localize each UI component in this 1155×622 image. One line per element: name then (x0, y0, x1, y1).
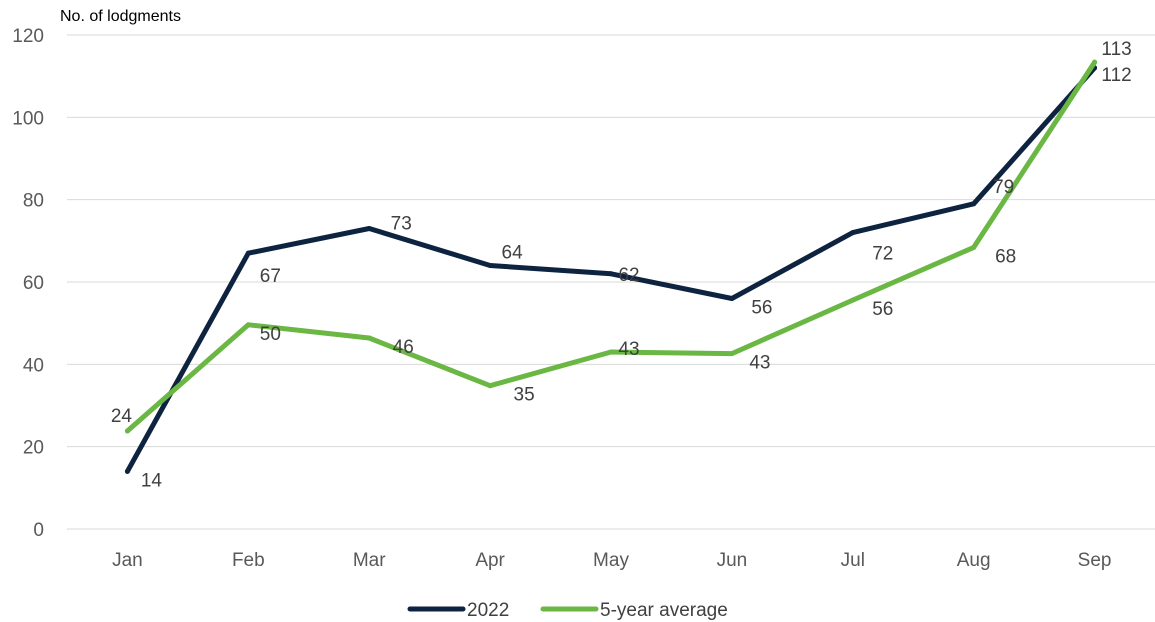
data-label: 64 (502, 243, 524, 264)
data-label: 24 (111, 406, 133, 427)
data-point (608, 271, 614, 277)
x-tick-label: Apr (475, 550, 505, 571)
x-axis-ticks: Jan Feb Mar Apr May Jun Jul Aug Sep (112, 550, 1111, 571)
data-point (245, 250, 251, 256)
data-labels: 14 67 73 64 62 56 72 79 112 24 50 46 35 43 43 56 68 113 (111, 39, 1132, 491)
data-label: 35 (514, 385, 535, 406)
data-label: 113 (1101, 39, 1131, 60)
x-tick-label: Mar (353, 550, 386, 571)
x-tick-label: Feb (232, 550, 265, 571)
data-label: 50 (260, 324, 281, 345)
y-axis-ticks: 0 20 40 60 80 100 120 (12, 26, 44, 541)
data-point (729, 295, 735, 301)
y-tick-label: 80 (23, 191, 44, 212)
data-point (487, 263, 493, 269)
data-point (124, 428, 130, 434)
data-label: 43 (618, 339, 639, 360)
data-point (366, 225, 372, 231)
x-tick-label: May (593, 550, 629, 571)
data-label: 56 (751, 297, 772, 318)
x-tick-label: Jan (112, 550, 143, 571)
legend-label: 2022 (467, 600, 509, 621)
y-tick-label: 120 (12, 26, 44, 47)
data-point (366, 335, 372, 341)
data-point (971, 244, 977, 250)
legend: 2022 5-year average (407, 600, 728, 621)
y-tick-label: 60 (23, 273, 44, 294)
data-label: 43 (749, 353, 770, 374)
data-label: 112 (1101, 65, 1131, 86)
data-label: 68 (995, 246, 1016, 267)
legend-label: 5-year average (600, 600, 728, 621)
gridlines (67, 34, 1155, 530)
data-point (245, 322, 251, 328)
y-tick-label: 100 (12, 108, 44, 129)
data-point (971, 201, 977, 207)
data-point (729, 351, 735, 357)
data-point (487, 383, 493, 389)
data-label: 67 (260, 266, 281, 287)
y-axis-title: No. of lodgments (60, 8, 181, 25)
data-point (124, 468, 130, 474)
data-label: 73 (391, 213, 412, 234)
data-label: 62 (618, 265, 639, 286)
x-tick-label: Aug (957, 550, 991, 571)
data-label: 46 (393, 337, 414, 358)
data-label: 14 (141, 470, 163, 491)
y-tick-label: 40 (23, 355, 44, 376)
x-tick-label: Sep (1078, 550, 1112, 571)
y-tick-label: 20 (23, 438, 44, 459)
data-label: 56 (872, 299, 893, 320)
x-tick-label: Jun (717, 550, 748, 571)
data-point (850, 297, 856, 303)
data-label: 79 (993, 177, 1014, 198)
series-lines (124, 59, 1098, 474)
data-point (1092, 59, 1098, 65)
data-point (608, 349, 614, 355)
x-tick-label: Jul (841, 550, 865, 571)
y-tick-label: 0 (33, 520, 44, 541)
data-label: 72 (872, 244, 893, 265)
data-point (850, 230, 856, 236)
